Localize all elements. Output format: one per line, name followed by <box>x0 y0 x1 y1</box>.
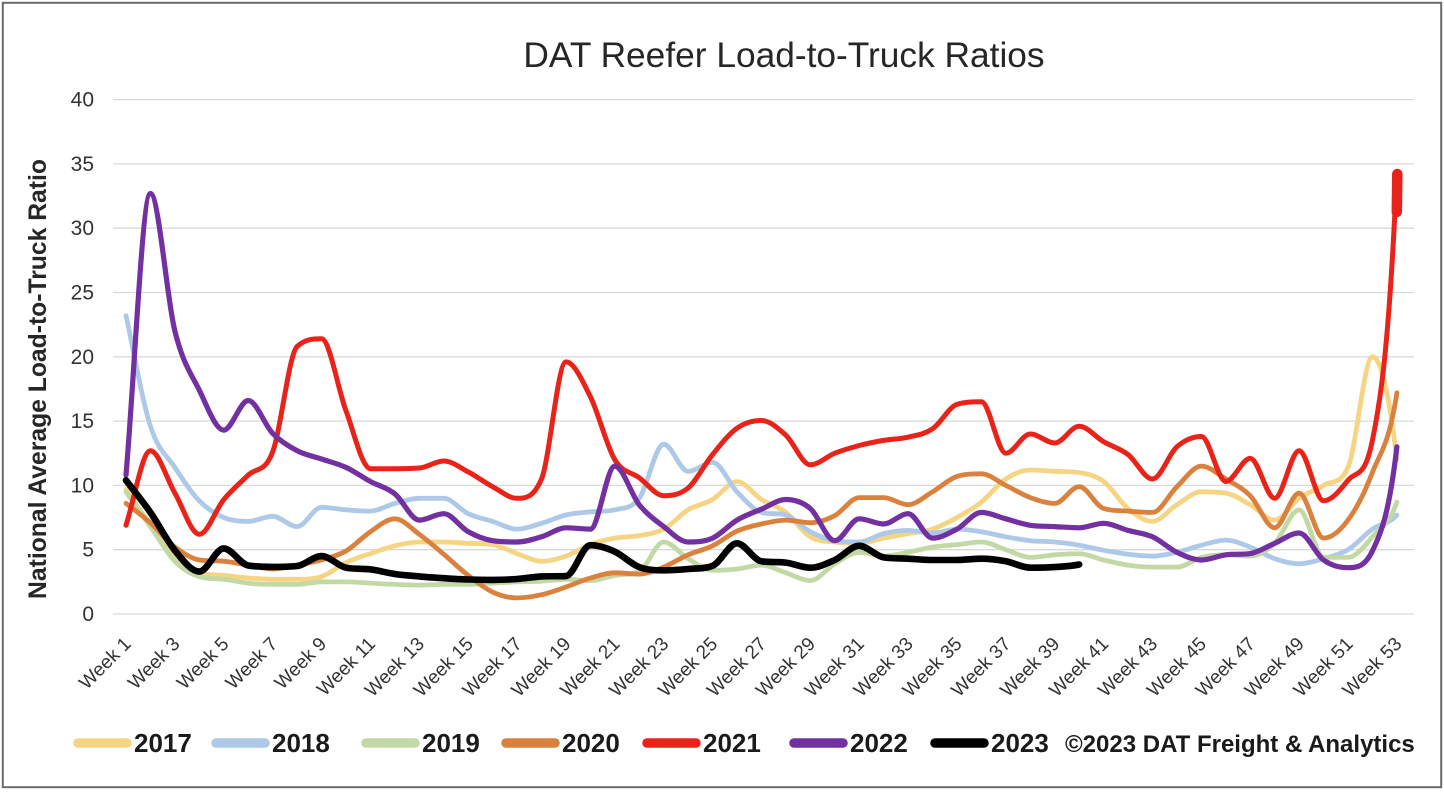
svg-text:2023: 2023 <box>991 728 1049 758</box>
svg-text:2022: 2022 <box>850 728 908 758</box>
svg-text:25: 25 <box>71 282 94 305</box>
svg-text:5: 5 <box>82 539 94 562</box>
svg-text:DAT Reefer Load-to-Truck Ratio: DAT Reefer Load-to-Truck Ratios <box>523 36 1044 75</box>
svg-text:National Average Load-to-Truck: National Average Load-to-Truck Ratio <box>25 159 52 599</box>
svg-text:2021: 2021 <box>703 728 761 758</box>
svg-text:©2023 DAT Freight & Analytics: ©2023 DAT Freight & Analytics <box>1065 731 1415 758</box>
svg-text:40: 40 <box>71 89 94 112</box>
svg-text:30: 30 <box>71 217 94 240</box>
svg-text:10: 10 <box>71 474 94 497</box>
svg-text:35: 35 <box>71 153 94 176</box>
svg-text:15: 15 <box>71 410 94 433</box>
svg-text:20: 20 <box>71 346 94 369</box>
svg-text:2018: 2018 <box>272 728 330 758</box>
svg-text:2020: 2020 <box>562 728 620 758</box>
svg-text:2017: 2017 <box>134 728 192 758</box>
svg-text:0: 0 <box>82 603 94 626</box>
svg-text:2019: 2019 <box>422 728 480 758</box>
